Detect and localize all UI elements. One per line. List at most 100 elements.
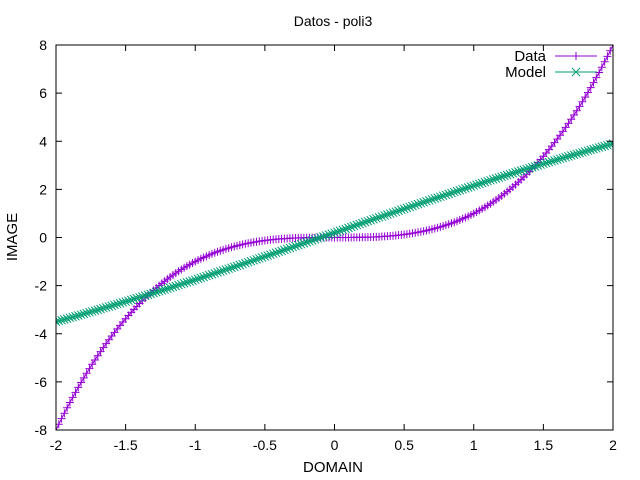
data-point bbox=[597, 142, 607, 152]
data-point bbox=[76, 310, 86, 320]
data-point bbox=[87, 307, 97, 316]
data-point bbox=[56, 317, 61, 327]
data-point bbox=[408, 201, 417, 211]
data-point bbox=[369, 214, 378, 224]
data-point bbox=[107, 301, 117, 311]
data-point bbox=[374, 213, 384, 222]
data-point bbox=[218, 266, 228, 275]
y-tick-label: 4 bbox=[39, 133, 47, 149]
data-point bbox=[232, 261, 242, 271]
data-point bbox=[519, 165, 529, 175]
data-point bbox=[224, 264, 234, 274]
data-point bbox=[129, 294, 139, 304]
data-point bbox=[547, 156, 557, 166]
data-point bbox=[396, 205, 406, 215]
data-point bbox=[419, 197, 428, 207]
data-point bbox=[447, 188, 456, 198]
data-point bbox=[474, 179, 484, 189]
data-point bbox=[74, 383, 83, 392]
data-point bbox=[422, 196, 431, 206]
data-point bbox=[238, 259, 247, 269]
data-point bbox=[313, 234, 323, 243]
data-point bbox=[174, 280, 183, 290]
data-point bbox=[469, 181, 479, 191]
data-point bbox=[502, 170, 512, 180]
series-layer bbox=[56, 45, 613, 430]
data-point bbox=[193, 274, 203, 284]
legend-label-data: Data bbox=[514, 48, 546, 65]
data-point bbox=[555, 154, 565, 164]
data-point bbox=[341, 224, 350, 234]
data-point bbox=[149, 288, 158, 298]
data-point bbox=[307, 236, 317, 245]
data-point bbox=[321, 231, 331, 240]
data-point bbox=[143, 290, 153, 300]
data-point bbox=[90, 355, 99, 364]
data-point bbox=[480, 177, 490, 187]
data-point bbox=[210, 268, 220, 278]
data-point bbox=[597, 63, 606, 72]
data-point bbox=[552, 155, 562, 165]
data-point bbox=[561, 152, 571, 162]
data-point bbox=[525, 163, 534, 173]
y-axis-label: IMAGE bbox=[4, 213, 21, 261]
data-point bbox=[360, 217, 370, 227]
data-point bbox=[564, 152, 573, 161]
data-point bbox=[558, 153, 568, 163]
data-point bbox=[570, 111, 579, 120]
data-point bbox=[124, 296, 133, 306]
data-point bbox=[594, 143, 604, 152]
data-point bbox=[591, 143, 601, 153]
x-tick-label: 2 bbox=[609, 437, 617, 453]
data-point bbox=[494, 173, 504, 182]
x-axis: -2 -1.5 -1 -0.5 0 0.5 1 1.5 2 bbox=[50, 45, 617, 453]
data-point bbox=[500, 171, 509, 181]
data-point bbox=[572, 106, 581, 115]
data-point bbox=[346, 222, 356, 232]
data-point bbox=[185, 277, 195, 286]
x-tick-label: 1 bbox=[470, 437, 478, 453]
data-point bbox=[511, 168, 520, 177]
data-point bbox=[263, 251, 273, 260]
data-point bbox=[151, 287, 161, 297]
data-point bbox=[252, 255, 261, 264]
data-point bbox=[227, 263, 236, 273]
data-point bbox=[65, 313, 75, 323]
data-point bbox=[497, 172, 506, 182]
y-tick-label: 8 bbox=[39, 37, 47, 53]
x-tick-label: 1.5 bbox=[534, 437, 554, 453]
data-point bbox=[433, 193, 442, 202]
data-point bbox=[575, 102, 584, 111]
data-point bbox=[229, 262, 239, 272]
data-point bbox=[299, 238, 309, 248]
data-point bbox=[371, 213, 381, 223]
data-point bbox=[539, 159, 548, 169]
data-point bbox=[385, 209, 395, 218]
data-point bbox=[488, 175, 498, 184]
data-point bbox=[101, 303, 111, 312]
data-point bbox=[98, 303, 108, 313]
data-point bbox=[405, 202, 415, 212]
data-point bbox=[60, 409, 69, 418]
data-point bbox=[285, 243, 295, 253]
data-point bbox=[121, 297, 130, 306]
data-point bbox=[466, 182, 476, 191]
data-point bbox=[310, 235, 320, 244]
data-point bbox=[260, 252, 270, 261]
data-point bbox=[424, 196, 434, 205]
data-point bbox=[363, 216, 373, 226]
data-point bbox=[572, 149, 582, 159]
data-point bbox=[165, 283, 175, 293]
data-point bbox=[57, 315, 66, 325]
y-tick-label: -6 bbox=[35, 374, 48, 390]
data-point bbox=[603, 52, 612, 61]
data-point bbox=[118, 298, 128, 307]
data-point bbox=[77, 378, 86, 387]
data-point bbox=[135, 292, 144, 302]
data-point bbox=[71, 311, 80, 321]
data-point bbox=[65, 398, 74, 407]
data-point bbox=[79, 373, 88, 382]
data-point bbox=[578, 97, 587, 106]
data-point bbox=[583, 146, 593, 156]
